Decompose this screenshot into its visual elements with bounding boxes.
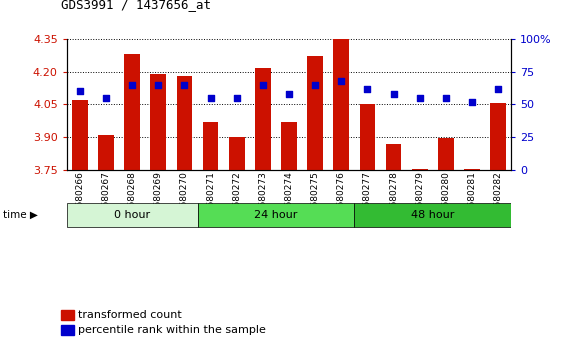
Point: [153, 82, 163, 88]
Text: GSM680275: GSM680275: [311, 171, 320, 227]
Text: GSM680271: GSM680271: [206, 171, 215, 227]
Bar: [281, 122, 297, 170]
Bar: [464, 169, 480, 170]
Bar: [98, 135, 114, 170]
Bar: [386, 144, 401, 170]
Bar: [490, 103, 506, 170]
Point: [389, 91, 399, 97]
Bar: [203, 122, 218, 170]
Point: [363, 86, 372, 92]
Text: GSM680268: GSM680268: [128, 171, 137, 227]
Text: GSM680276: GSM680276: [337, 171, 346, 227]
Point: [128, 82, 137, 88]
Point: [180, 82, 189, 88]
Bar: [255, 68, 271, 170]
Text: GSM680282: GSM680282: [494, 171, 503, 226]
Point: [232, 95, 242, 101]
Text: 48 hour: 48 hour: [411, 210, 454, 220]
Point: [468, 99, 477, 105]
Point: [206, 95, 216, 101]
Point: [415, 95, 425, 101]
Bar: [177, 76, 192, 170]
Text: 24 hour: 24 hour: [254, 210, 297, 220]
Bar: [124, 54, 140, 170]
Text: GSM680277: GSM680277: [363, 171, 372, 227]
Text: GSM680280: GSM680280: [442, 171, 450, 227]
Bar: [438, 138, 454, 170]
Point: [311, 82, 320, 88]
Bar: [307, 56, 323, 170]
FancyBboxPatch shape: [67, 203, 198, 227]
Point: [442, 95, 451, 101]
Point: [494, 86, 503, 92]
Text: GSM680279: GSM680279: [415, 171, 424, 227]
Text: GDS3991 / 1437656_at: GDS3991 / 1437656_at: [61, 0, 211, 11]
Text: time ▶: time ▶: [3, 210, 38, 220]
Text: GSM680269: GSM680269: [154, 171, 163, 227]
Bar: [61, 325, 74, 335]
Text: GSM680266: GSM680266: [76, 171, 84, 227]
Bar: [412, 169, 428, 170]
Text: GSM680273: GSM680273: [259, 171, 267, 227]
Bar: [333, 39, 349, 170]
Text: GSM680278: GSM680278: [389, 171, 398, 227]
Text: transformed count: transformed count: [78, 310, 182, 320]
Bar: [150, 74, 166, 170]
Bar: [229, 137, 245, 170]
Text: percentile rank within the sample: percentile rank within the sample: [78, 325, 266, 335]
Text: GSM680272: GSM680272: [232, 171, 241, 226]
Bar: [72, 100, 88, 170]
Text: GSM680281: GSM680281: [468, 171, 476, 227]
Point: [337, 78, 346, 84]
FancyBboxPatch shape: [198, 203, 354, 227]
Bar: [61, 310, 74, 320]
Text: GSM680270: GSM680270: [180, 171, 189, 227]
FancyBboxPatch shape: [354, 203, 511, 227]
Text: GSM680274: GSM680274: [285, 171, 293, 226]
Text: 0 hour: 0 hour: [114, 210, 150, 220]
Bar: [360, 104, 375, 170]
Point: [101, 95, 110, 101]
Point: [76, 88, 85, 94]
Text: GSM680267: GSM680267: [102, 171, 110, 227]
Point: [285, 91, 294, 97]
Point: [259, 82, 268, 88]
